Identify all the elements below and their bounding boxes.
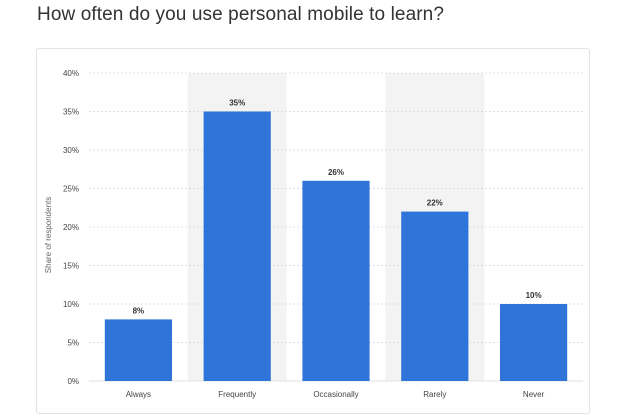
y-tick-label: 15%: [63, 262, 79, 271]
bar-always[interactable]: [104, 319, 172, 381]
x-tick-label-never: Never: [523, 390, 545, 399]
data-labels: 8% 35% 26% 22% 10%: [133, 99, 542, 316]
bar-frequently[interactable]: [203, 111, 271, 382]
y-tick-label: 25%: [63, 185, 79, 194]
y-tick-label: 30%: [63, 146, 79, 155]
x-tick-label-frequently: Frequently: [218, 390, 256, 399]
y-tick-label: 0%: [67, 377, 79, 386]
y-tick-label: 10%: [63, 300, 79, 309]
page-title: How often do you use personal mobile to …: [37, 4, 445, 25]
y-tick-label: 20%: [63, 223, 79, 232]
data-label-never: 10%: [526, 291, 542, 300]
y-axis-label: Share of respondents: [44, 197, 53, 274]
x-tick-label-always: Always: [126, 390, 151, 399]
y-tick-label: 35%: [63, 108, 79, 117]
bars: [104, 111, 568, 382]
bar-rarely[interactable]: [401, 211, 469, 381]
bar-occasionally[interactable]: [302, 180, 370, 381]
data-label-always: 8%: [133, 306, 145, 315]
data-label-rarely: 22%: [427, 199, 443, 208]
data-label-frequently: 35%: [229, 99, 245, 108]
bar-chart: 0% 5% 10% 15% 20% 25% 30% 35% 40% 8% 35% 26% 22% 10%…: [44, 69, 583, 399]
x-axis-ticks: Always Frequently Occasionally Rarely Never: [126, 390, 545, 399]
chart-card: 0% 5% 10% 15% 20% 25% 30% 35% 40% 8% 35% 26% 22% 10%…: [36, 48, 590, 414]
y-tick-label: 5%: [67, 339, 79, 348]
x-tick-label-rarely: Rarely: [423, 390, 446, 399]
y-axis-ticks: 0% 5% 10% 15% 20% 25% 30% 35% 40%: [63, 69, 79, 386]
x-tick-label-occasionally: Occasionally: [313, 390, 358, 399]
data-label-occasionally: 26%: [328, 168, 344, 177]
y-tick-label: 40%: [63, 69, 79, 78]
bar-never[interactable]: [500, 304, 568, 381]
